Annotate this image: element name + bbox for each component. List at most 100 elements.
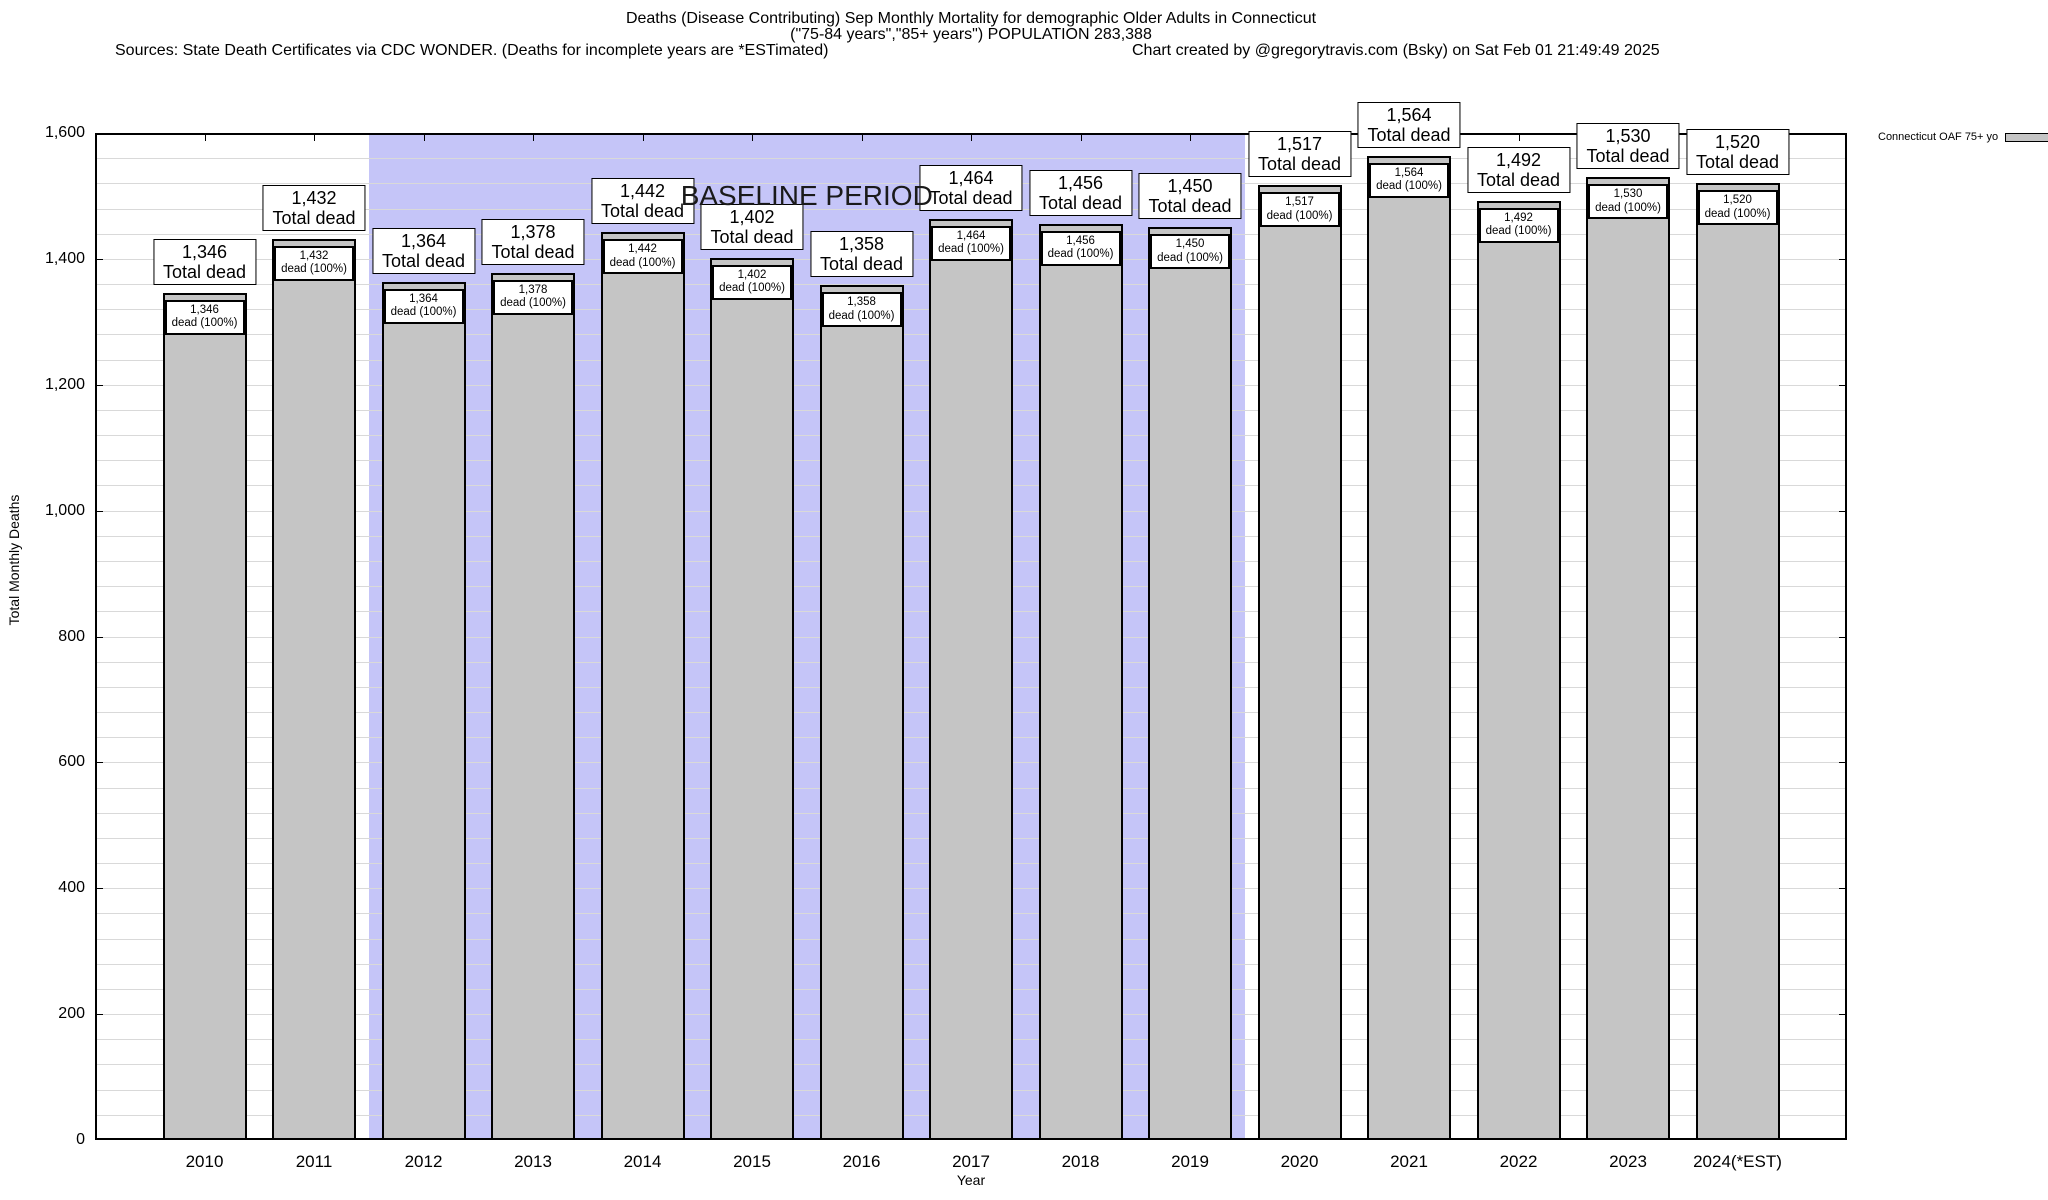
y-axis-tick <box>1839 762 1847 764</box>
bar-top-label: 1,402 Total dead <box>700 203 804 250</box>
bar <box>1367 155 1451 1140</box>
y-axis-tick <box>1839 510 1847 512</box>
chart-subtitle: ("75-84 years","85+ years") POPULATION 2… <box>790 26 1152 43</box>
bar <box>491 272 575 1140</box>
bar-top-label: 1,456 Total dead <box>1028 169 1133 216</box>
y-axis-tick <box>1839 1014 1847 1016</box>
bar-top-label: 1,358 Total dead <box>809 231 914 278</box>
bar-inner-label: 1,432 dead (100%) <box>274 245 354 281</box>
y-axis-tick <box>95 384 103 386</box>
bar <box>272 238 356 1140</box>
bar <box>710 257 794 1140</box>
y-axis-tick <box>95 762 103 764</box>
bar-top-label: 1,520 Total dead <box>1685 129 1790 176</box>
x-axis-title: Year <box>956 1172 986 1188</box>
gridline <box>95 158 1847 160</box>
bar <box>1038 223 1123 1140</box>
x-tick-label: 2022 <box>1499 1152 1538 1171</box>
bar <box>929 218 1013 1140</box>
y-tick-label: 0 <box>76 1131 85 1148</box>
bar <box>1586 177 1670 1140</box>
y-tick-label: 600 <box>58 753 85 771</box>
x-tick-label: 2013 <box>514 1152 552 1171</box>
x-tick-label: 2010 <box>185 1152 224 1171</box>
x-tick-label: 2017 <box>952 1152 990 1171</box>
bar-top-label: 1,492 Total dead <box>1466 146 1571 193</box>
x-axis-top-tick <box>861 133 863 141</box>
x-tick-label: 2016 <box>842 1152 881 1171</box>
y-axis-tick <box>95 1014 103 1016</box>
credit-note: Chart created by @gregorytravis.com (Bsk… <box>1132 42 1660 59</box>
x-tick-label: 2020 <box>1280 1152 1319 1171</box>
x-axis-top-tick <box>971 133 972 141</box>
y-tick-label: 1,000 <box>44 501 85 519</box>
y-axis-tick <box>1839 384 1847 386</box>
x-tick-label: 2012 <box>404 1152 443 1171</box>
x-axis-top-tick <box>314 133 315 141</box>
bar <box>600 232 685 1140</box>
bar-top-label: 1,442 Total dead <box>590 178 695 225</box>
bar-top-label: 1,530 Total dead <box>1576 123 1680 170</box>
x-tick-label: 2018 <box>1061 1152 1100 1171</box>
legend: Connecticut OAF 75+ yo <box>1878 131 2048 143</box>
bar <box>819 285 904 1140</box>
x-tick-label: 2019 <box>1171 1152 1209 1171</box>
y-tick-label: 1,600 <box>44 124 85 141</box>
x-axis-top-tick <box>1080 133 1082 141</box>
legend-swatch-icon <box>2005 132 2048 142</box>
x-tick-label: 2021 <box>1390 1152 1428 1171</box>
bar-inner-label: 1,442 dead (100%) <box>602 239 683 275</box>
x-tick-label: 2014 <box>623 1152 662 1171</box>
bar-top-label: 1,378 Total dead <box>481 218 585 265</box>
y-tick-label: 800 <box>58 627 85 645</box>
x-axis-top-tick <box>752 133 753 141</box>
x-axis-top-tick <box>204 133 206 141</box>
bar <box>1148 227 1232 1140</box>
bar-top-label: 1,346 Total dead <box>152 238 257 285</box>
y-axis-title: Total Monthly Deaths <box>6 494 22 626</box>
bar <box>381 281 466 1140</box>
bar-inner-label: 1,530 dead (100%) <box>1588 184 1668 220</box>
bar-inner-label: 1,450 dead (100%) <box>1150 234 1230 270</box>
sources-note: Sources: State Death Certificates via CD… <box>115 42 829 59</box>
x-axis-top-tick <box>642 133 644 141</box>
bar-inner-label: 1,520 dead (100%) <box>1697 190 1778 226</box>
bar-top-label: 1,564 Total dead <box>1357 101 1461 148</box>
y-axis-tick <box>95 510 103 512</box>
bar-inner-label: 1,456 dead (100%) <box>1040 230 1121 266</box>
bar-inner-label: 1,492 dead (100%) <box>1478 207 1559 243</box>
bar <box>1257 185 1342 1140</box>
y-axis-tick <box>95 636 103 638</box>
x-tick-label: 2023 <box>1609 1152 1647 1171</box>
x-tick-label: 2024(*EST) <box>1693 1152 1782 1171</box>
bar-inner-label: 1,358 dead (100%) <box>821 292 902 328</box>
y-tick-label: 200 <box>58 1005 85 1023</box>
y-tick-label: 400 <box>58 879 85 897</box>
y-tick-label: 1,200 <box>44 375 85 393</box>
x-axis-top-tick <box>423 133 425 141</box>
bar <box>1695 183 1780 1140</box>
bar-inner-label: 1,402 dead (100%) <box>712 264 792 300</box>
bar <box>162 292 247 1140</box>
x-axis-top-tick <box>1518 133 1520 141</box>
bar-inner-label: 1,346 dead (100%) <box>164 299 245 335</box>
bar-inner-label: 1,364 dead (100%) <box>383 288 464 324</box>
bar-top-label: 1,517 Total dead <box>1247 131 1352 178</box>
y-tick-label: 1,400 <box>44 249 85 267</box>
bar-top-label: 1,364 Total dead <box>371 227 476 274</box>
plot-area <box>95 133 1847 1140</box>
y-axis-tick <box>1839 636 1847 638</box>
x-axis-top-tick <box>1190 133 1191 141</box>
bar-inner-label: 1,564 dead (100%) <box>1369 162 1449 198</box>
y-axis-tick <box>95 888 103 890</box>
y-axis-tick <box>1839 888 1847 890</box>
x-tick-label: 2011 <box>295 1152 333 1171</box>
x-tick-label: 2015 <box>733 1152 771 1171</box>
legend-label: Connecticut OAF 75+ yo <box>1878 131 1999 143</box>
bar-inner-label: 1,378 dead (100%) <box>493 279 573 315</box>
chart-title: Deaths (Disease Contributing) Sep Monthl… <box>625 10 1317 27</box>
baseline-period-label: BASELINE PERIOD <box>680 180 933 211</box>
bar-top-label: 1,464 Total dead <box>919 164 1023 211</box>
bar-inner-label: 1,464 dead (100%) <box>931 225 1011 261</box>
